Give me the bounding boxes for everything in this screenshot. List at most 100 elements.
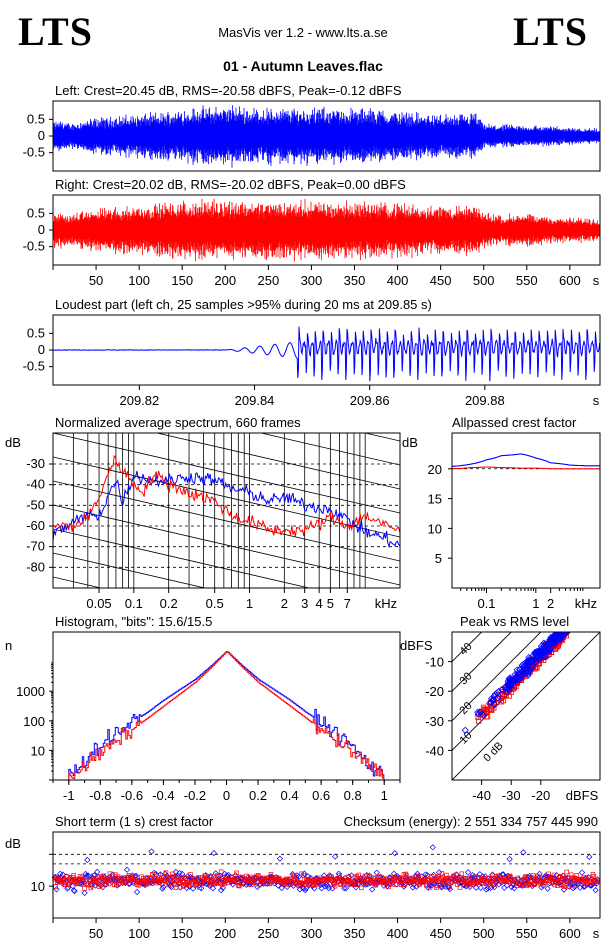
short-term-point <box>145 881 151 886</box>
crest-series-0 <box>451 453 600 467</box>
short-term-point <box>386 884 391 890</box>
short-term-point <box>89 882 95 887</box>
peak-rms-point <box>506 677 514 686</box>
short-term-point <box>300 882 305 888</box>
short-term-point <box>594 879 599 885</box>
peak-rms-point <box>517 673 525 681</box>
short-term-point <box>114 875 120 881</box>
short-term-point <box>176 874 181 880</box>
x-axis-label: kHz <box>375 596 397 611</box>
x-tick-label: 2 <box>281 596 288 611</box>
short-term-point <box>459 871 464 877</box>
panel-right: Right: Crest=20.02 dB, RMS=-20.02 dBFS, … <box>23 177 600 288</box>
panel-title: Left: Crest=20.45 dB, RMS=-20.58 dBFS, P… <box>55 83 402 98</box>
short-term-point <box>413 883 420 890</box>
y-axis-label: n <box>5 638 12 653</box>
panel-frame <box>52 631 401 781</box>
peak-rms-point <box>536 654 544 663</box>
x-tick-label: 550 <box>516 926 538 941</box>
x-axis-label: s <box>593 393 600 408</box>
short-term-point <box>313 882 319 888</box>
short-term-point <box>198 885 205 892</box>
short-term-point <box>446 885 454 893</box>
x-tick-label: 1 <box>532 596 539 611</box>
x-tick-label: -20 <box>531 788 550 803</box>
x-tick-label: 600 <box>559 273 581 288</box>
x-tick-label: 100 <box>128 273 150 288</box>
panel-frame <box>52 314 601 386</box>
short-term-point <box>101 873 106 879</box>
slope-line <box>53 601 400 681</box>
peak-rms-point <box>513 666 521 674</box>
y-tick-label: 100 <box>23 714 45 729</box>
short-term-point <box>482 873 489 880</box>
x-tick-label: 400 <box>387 273 409 288</box>
short-term-point <box>484 881 490 887</box>
short-term-point <box>180 884 186 889</box>
y-tick-label: 10 <box>31 743 45 758</box>
short-term-point <box>188 872 193 877</box>
peak-rms-point <box>536 651 544 659</box>
short-term-point <box>301 872 306 878</box>
x-tick-label: 100 <box>128 926 150 941</box>
y-tick-label: 0.5 <box>27 205 45 220</box>
crest-series-1 <box>451 466 600 470</box>
short-term-point <box>414 870 421 877</box>
short-term-series-1 <box>52 869 600 891</box>
peak-rms-point <box>506 693 512 699</box>
short-term-point <box>442 879 447 885</box>
short-term-point <box>492 882 497 887</box>
peak-rms-point <box>531 654 539 662</box>
x-tick-label: 600 <box>559 926 581 941</box>
short-term-point <box>348 872 355 879</box>
short-term-point <box>53 884 58 889</box>
panel-frame <box>52 831 601 919</box>
short-term-point <box>172 868 180 876</box>
short-term-point <box>332 853 339 860</box>
spectrum-series-1 <box>53 454 400 537</box>
short-term-point <box>531 882 537 887</box>
peak-rms-point <box>520 661 529 670</box>
y-tick-label: 15 <box>428 492 442 507</box>
x-tick-label: 0.1 <box>125 596 143 611</box>
short-term-point <box>560 882 566 887</box>
x-tick-label: 150 <box>171 273 193 288</box>
x-tick-label: -0.2 <box>184 788 206 803</box>
slope-line <box>259 433 400 466</box>
x-tick-label: 250 <box>258 926 280 941</box>
short-term-point <box>286 882 292 888</box>
short-term-point <box>210 874 216 879</box>
slope-line <box>53 528 311 588</box>
panel-title: Short term (1 s) crest factor <box>55 814 214 829</box>
short-term-point <box>218 887 225 894</box>
panel-frame <box>52 194 601 266</box>
panel-crest-allpass: Allpassed crest factor dB 20 15 10 5 0.1 1 2 kHz <box>402 415 600 611</box>
short-term-point <box>508 874 513 880</box>
x-tick-label: 550 <box>516 273 538 288</box>
peak-rms-point <box>562 632 570 636</box>
x-tick-label: 150 <box>171 926 193 941</box>
short-term-point <box>75 881 81 886</box>
short-term-point <box>302 886 309 894</box>
y-tick-label: -20 <box>425 684 444 699</box>
panel-spectrum: Normalized average spectrum, 660 frames d… <box>5 415 400 681</box>
peak-rms-point <box>558 632 566 637</box>
slope-line <box>53 433 400 514</box>
crest-diagonal <box>452 632 483 663</box>
short-term-point <box>591 873 597 879</box>
peak-rms-point <box>495 692 503 700</box>
short-term-point <box>445 875 450 881</box>
short-term-point <box>416 873 421 879</box>
short-term-point <box>568 872 574 878</box>
peak-rms-point <box>522 668 530 677</box>
short-term-point <box>508 883 515 891</box>
x-tick-label: 200 <box>214 273 236 288</box>
peak-rms-point <box>503 688 511 696</box>
x-tick-label: 1 <box>381 788 388 803</box>
y-tick-label: -0.5 <box>23 359 45 374</box>
y-tick-label: 10 <box>31 879 45 894</box>
short-term-point <box>337 873 342 878</box>
short-term-point <box>160 883 167 891</box>
peak-rms-point <box>546 646 554 654</box>
